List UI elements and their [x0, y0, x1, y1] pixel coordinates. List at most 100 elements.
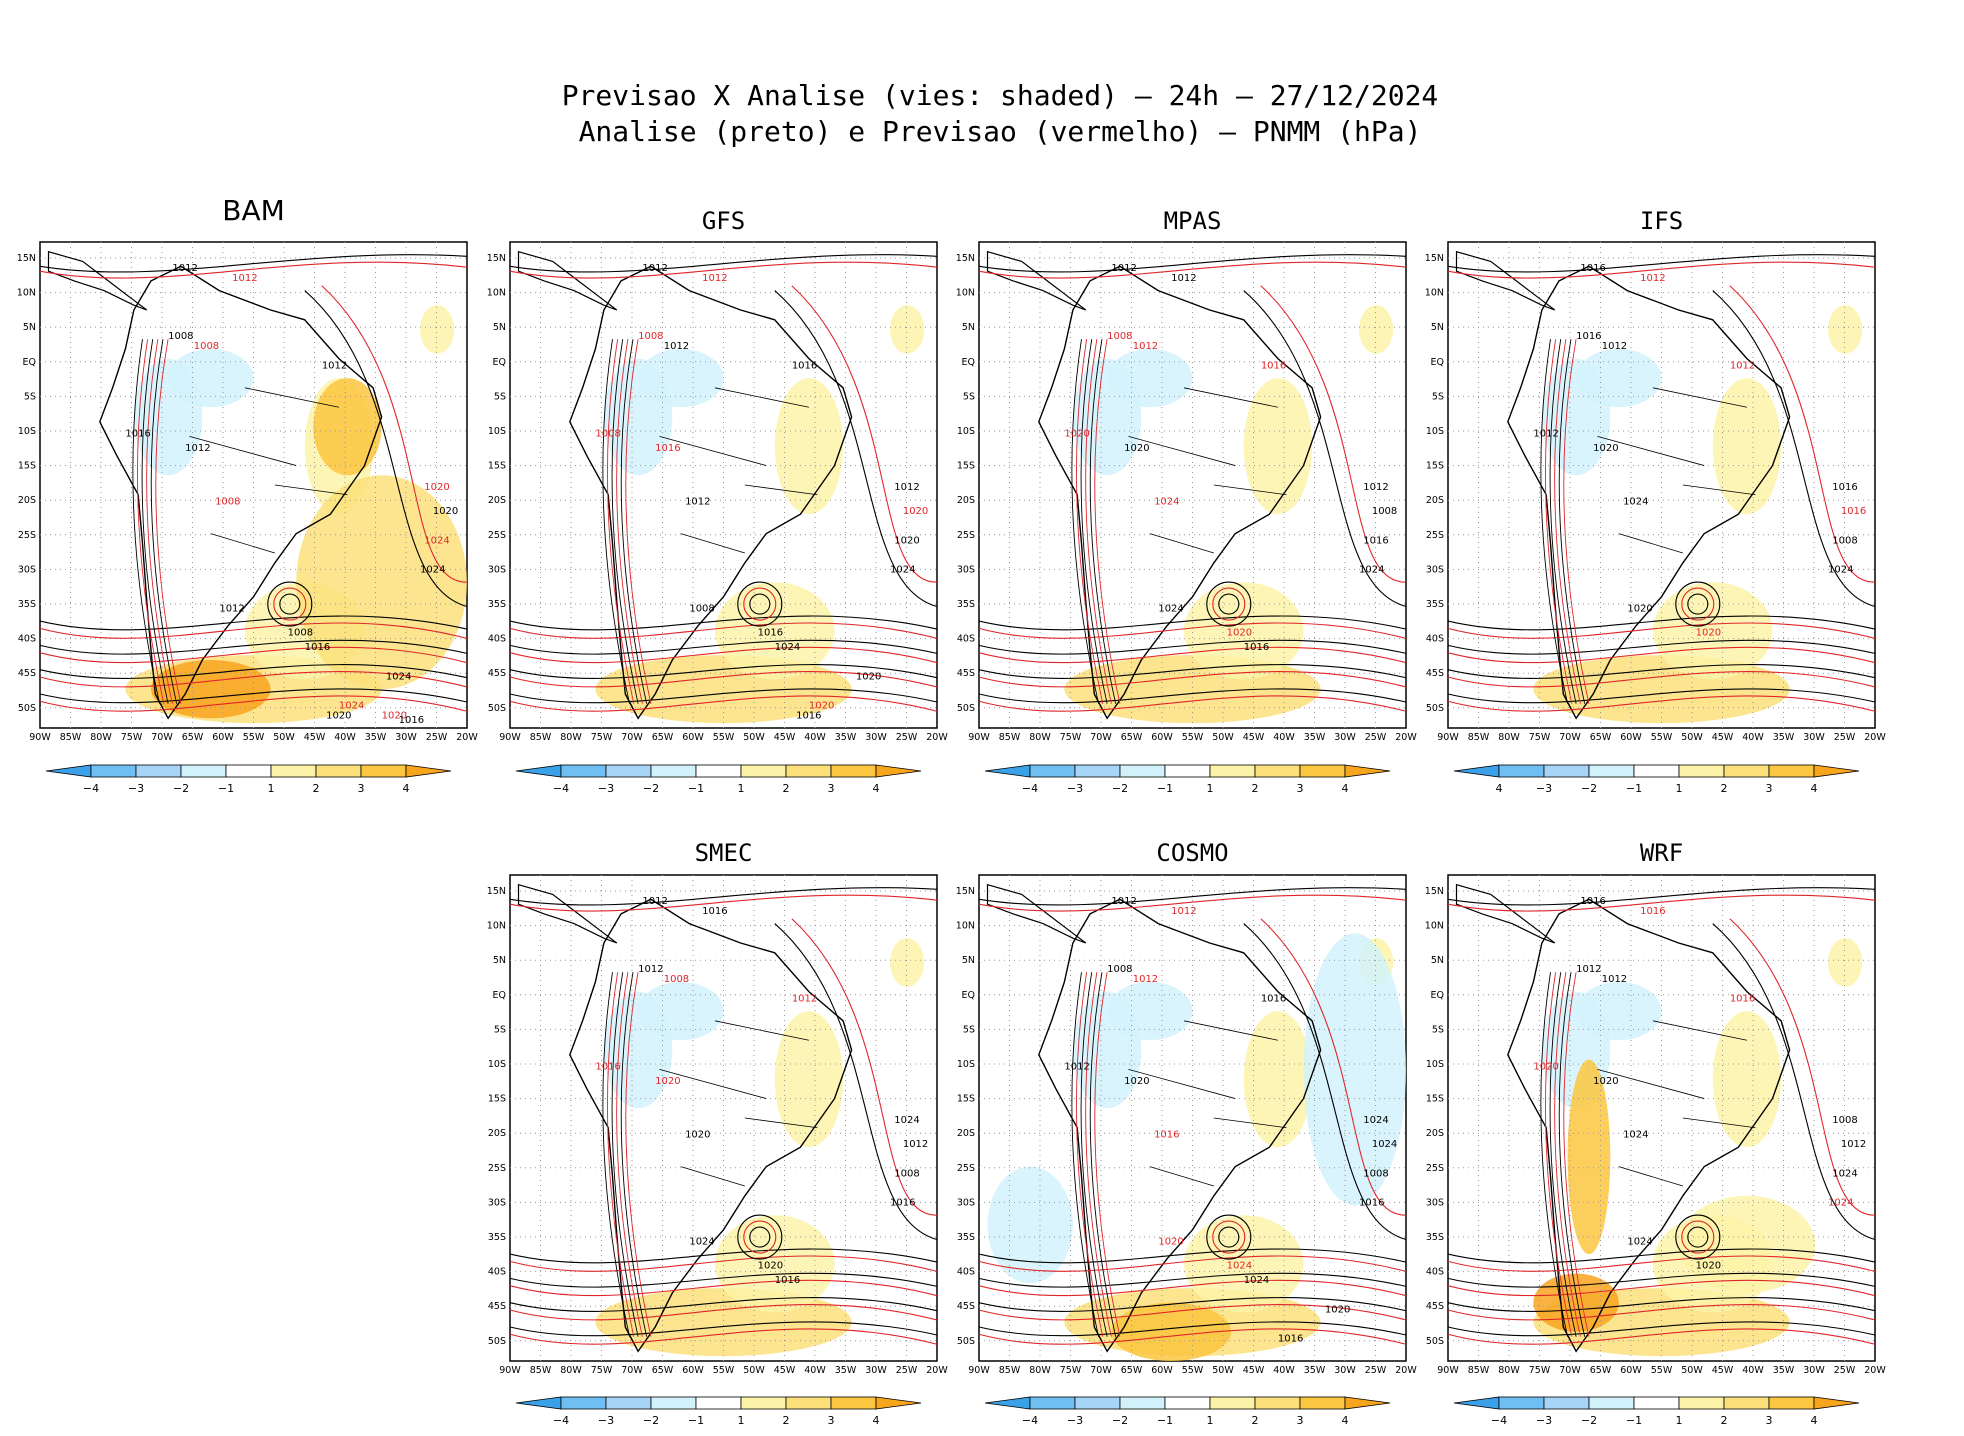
andes-contour: [1540, 972, 1568, 1337]
lon-tick-label: 35W: [1773, 1365, 1795, 1376]
andes-contour: [1545, 972, 1573, 1337]
colorbar-segment: [1344, 764, 1391, 778]
lon-tick-label: 35W: [1304, 732, 1326, 743]
contour-label: 1024: [890, 564, 915, 575]
colorbar-label: 4: [1342, 782, 1349, 795]
map-panel-bam: 1012101210081008101210161012100810201020…: [17, 241, 478, 743]
lat-tick-label: 5S: [24, 391, 36, 402]
lon-tick-label: 45W: [304, 732, 326, 743]
forecast-isobar: [509, 622, 938, 639]
colorbar-label: −3: [1067, 782, 1083, 795]
colorbar-label: 2: [1721, 1414, 1728, 1427]
colorbar-segment: [1768, 1396, 1815, 1410]
panel-title-smec: SMEC: [694, 839, 753, 867]
bias-shading: [638, 348, 724, 408]
country-border: [244, 387, 339, 408]
country-border: [1618, 533, 1683, 554]
analysis-isobar: [1712, 290, 1876, 608]
colorbar-label: −2: [173, 782, 189, 795]
contour-label: 1020: [1158, 1236, 1183, 1247]
forecast-isobar: [1260, 918, 1407, 1216]
contour-label: 1016: [1640, 906, 1665, 917]
contour-label: 1024: [1623, 1129, 1648, 1140]
contour-label: 1020: [1593, 443, 1618, 454]
south-america-outline: [99, 265, 383, 720]
lat-tick-label: 10S: [488, 426, 506, 437]
contour-label: 1012: [702, 273, 727, 284]
analysis-isobar: [978, 1297, 1407, 1312]
lon-tick-label: 55W: [1182, 732, 1204, 743]
lon-tick-label: 50W: [1681, 1365, 1703, 1376]
panel-title-wrf: WRF: [1639, 839, 1684, 867]
andes-contour: [1085, 339, 1112, 704]
lon-tick-label: 55W: [713, 732, 735, 743]
lat-tick-label: 25S: [488, 1163, 506, 1174]
colorbar-segment: [984, 764, 1031, 778]
lon-tick-label: 50W: [1212, 732, 1234, 743]
lon-tick-label: 60W: [1620, 1365, 1642, 1376]
forecast-isobar: [509, 695, 938, 712]
contour-label: 1012: [1602, 341, 1627, 352]
country-border: [189, 436, 297, 466]
contour-label: 1008: [894, 1168, 919, 1179]
contour-label: 1012: [219, 603, 244, 614]
lon-tick-label: 75W: [1529, 1365, 1551, 1376]
colorbar-segment: [1543, 764, 1590, 778]
map-panel-gfs: 1012101210081012101610081016101210121020…: [487, 241, 948, 743]
low-pressure-ring: [1218, 593, 1240, 615]
andes-contour: [1080, 339, 1108, 704]
lon-tick-label: 80W: [1029, 1365, 1051, 1376]
forecast-isobar: [978, 1304, 1407, 1321]
colorbar-label: −2: [643, 1414, 659, 1427]
bias-shading: [168, 348, 254, 408]
lon-tick-label: 25W: [1834, 1365, 1856, 1376]
contour-label: 1020: [1227, 628, 1252, 639]
lat-tick-label: EQ: [493, 990, 506, 1001]
bias-shading: [1359, 305, 1394, 354]
colorbar-segment: [1678, 1396, 1725, 1410]
lon-tick-label: 90W: [968, 732, 990, 743]
lat-tick-label: 45S: [957, 1301, 975, 1312]
lat-tick-label: 10S: [957, 1059, 975, 1070]
lat-tick-label: 25S: [488, 530, 506, 541]
lat-tick-label: 20S: [18, 495, 36, 506]
low-pressure-ring: [1675, 581, 1721, 627]
colorbar-label: 1: [738, 782, 745, 795]
analysis-isobar: [509, 1272, 938, 1288]
contour-label: 1012: [642, 263, 667, 274]
lon-tick-label: 85W: [999, 732, 1021, 743]
lat-tick-label: 45S: [18, 668, 36, 679]
country-border: [1652, 387, 1747, 408]
lon-tick-label: 50W: [1212, 1365, 1234, 1376]
analysis-isobar: [978, 615, 1407, 631]
colorbar-segment: [740, 764, 787, 778]
analysis-isobar: [1447, 1297, 1876, 1312]
lon-tick-label: 55W: [1182, 1365, 1204, 1376]
lon-tick-label: 20W: [926, 732, 948, 743]
andes-contour: [1076, 972, 1104, 1337]
colorbar-label: −1: [218, 782, 234, 795]
country-border: [714, 1020, 809, 1041]
lat-tick-label: EQ: [962, 357, 975, 368]
colorbar-label: 1: [268, 782, 275, 795]
forecast-isobar: [39, 671, 468, 688]
lat-tick-label: 25S: [1426, 1163, 1444, 1174]
contour-label: 1016: [1261, 360, 1286, 371]
analysis-isobar: [1447, 639, 1876, 655]
contour-label: 1016: [702, 906, 727, 917]
colorbar-label: −3: [1536, 1414, 1552, 1427]
contour-label: 1020: [894, 535, 919, 546]
colorbar-label: −2: [643, 782, 659, 795]
lat-tick-label: 5S: [1432, 1024, 1444, 1035]
colorbar-label: −2: [1112, 1414, 1128, 1427]
colorbar-label: −4: [553, 1414, 569, 1427]
lat-tick-label: 5N: [1431, 322, 1444, 333]
analysis-isobar: [509, 1321, 938, 1337]
contour-label: 1020: [903, 506, 928, 517]
lat-tick-label: 40S: [1426, 1267, 1444, 1278]
country-border: [274, 484, 348, 496]
colorbar-label: −4: [553, 782, 569, 795]
contour-label: 1024: [1359, 564, 1384, 575]
contour-label: 1020: [1696, 628, 1721, 639]
lat-tick-label: 50S: [1426, 703, 1444, 714]
